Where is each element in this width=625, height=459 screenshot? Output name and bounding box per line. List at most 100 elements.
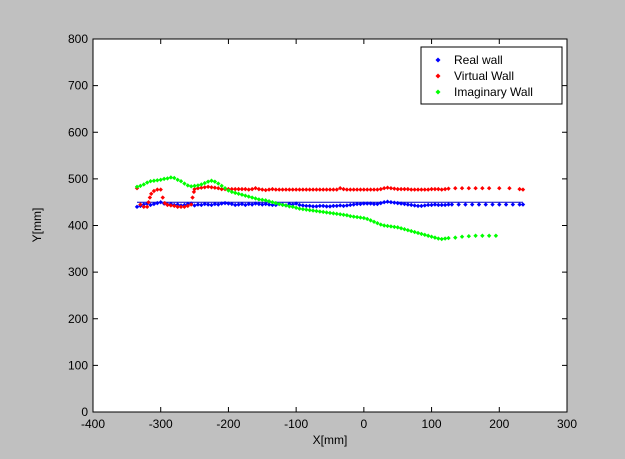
legend-label: Real wall xyxy=(454,53,503,67)
data-point xyxy=(354,187,360,192)
x-tick-label: -400 xyxy=(81,417,105,431)
data-point xyxy=(226,201,231,206)
data-point xyxy=(422,232,427,238)
data-point xyxy=(263,187,268,193)
data-point xyxy=(283,187,289,192)
data-point xyxy=(378,200,383,206)
data-point xyxy=(270,199,275,205)
data-point xyxy=(138,202,143,207)
data-point xyxy=(507,186,512,191)
data-point xyxy=(172,203,177,209)
data-point xyxy=(246,187,251,192)
data-point xyxy=(300,206,306,212)
data-point xyxy=(412,229,417,235)
y-tick-label: 700 xyxy=(68,79,88,93)
data-point xyxy=(337,212,343,217)
data-point xyxy=(290,187,295,192)
data-point xyxy=(436,202,441,208)
data-point xyxy=(161,176,167,182)
data-point xyxy=(436,236,441,241)
data-point xyxy=(243,186,248,192)
data-point xyxy=(327,210,333,216)
x-tick-label: 0 xyxy=(361,417,368,431)
data-point xyxy=(270,202,275,208)
data-point xyxy=(358,187,363,192)
data-point xyxy=(409,187,414,192)
data-point xyxy=(361,201,367,206)
data-point xyxy=(222,186,228,191)
y-tick-label: 400 xyxy=(68,219,88,233)
data-point xyxy=(331,187,336,192)
data-point xyxy=(151,201,157,207)
data-point xyxy=(253,201,258,206)
data-point xyxy=(199,185,204,190)
data-point xyxy=(395,225,400,230)
data-point xyxy=(425,187,431,192)
data-point xyxy=(249,195,255,200)
data-point xyxy=(246,201,251,207)
data-point xyxy=(155,200,160,206)
data-point xyxy=(361,215,367,221)
data-point xyxy=(344,213,350,218)
series-imaginary-wall xyxy=(134,175,499,242)
data-point xyxy=(398,186,404,192)
x-tick-label: 100 xyxy=(422,417,442,431)
data-point xyxy=(151,188,157,194)
data-point xyxy=(334,187,339,192)
data-point xyxy=(344,203,350,208)
data-point xyxy=(392,224,397,230)
data-point xyxy=(429,186,434,192)
data-point xyxy=(371,201,377,207)
data-point xyxy=(158,177,163,183)
data-point xyxy=(199,202,204,208)
data-point xyxy=(212,185,218,190)
data-point xyxy=(144,204,150,210)
data-point xyxy=(419,203,424,209)
data-point xyxy=(371,219,377,224)
data-point xyxy=(402,227,407,232)
data-point xyxy=(195,183,201,188)
data-point xyxy=(486,186,492,191)
data-point xyxy=(412,203,417,208)
data-point xyxy=(365,216,370,222)
data-point xyxy=(429,202,434,208)
data-point xyxy=(266,199,272,204)
data-point xyxy=(422,203,427,208)
legend-marker xyxy=(435,73,441,79)
y-tick-label: 200 xyxy=(68,312,88,326)
data-point xyxy=(168,175,174,180)
data-point xyxy=(324,210,329,215)
x-tick-label: -200 xyxy=(216,417,240,431)
data-point xyxy=(219,183,224,189)
data-point xyxy=(422,187,427,192)
data-point xyxy=(293,187,299,192)
data-point xyxy=(388,224,394,229)
data-point xyxy=(236,191,241,196)
data-point xyxy=(304,187,309,192)
legend-marker xyxy=(435,89,441,95)
data-point xyxy=(459,186,465,191)
data-point xyxy=(185,203,190,209)
data-point xyxy=(439,202,444,208)
data-point xyxy=(304,203,309,209)
data-point xyxy=(146,199,151,205)
data-point xyxy=(256,197,262,202)
data-point xyxy=(236,186,241,192)
data-point xyxy=(439,236,444,242)
data-point xyxy=(151,178,157,183)
data-point xyxy=(243,193,248,198)
data-point xyxy=(490,202,495,207)
data-point xyxy=(378,186,383,192)
data-point xyxy=(466,186,472,191)
data-point xyxy=(172,175,177,181)
data-point xyxy=(341,186,346,192)
data-point xyxy=(202,185,207,190)
data-point xyxy=(192,183,197,189)
data-point xyxy=(222,200,228,206)
data-point xyxy=(351,202,356,207)
data-point xyxy=(266,187,272,192)
data-point xyxy=(348,202,353,208)
data-point xyxy=(486,233,492,238)
data-point xyxy=(253,196,258,201)
